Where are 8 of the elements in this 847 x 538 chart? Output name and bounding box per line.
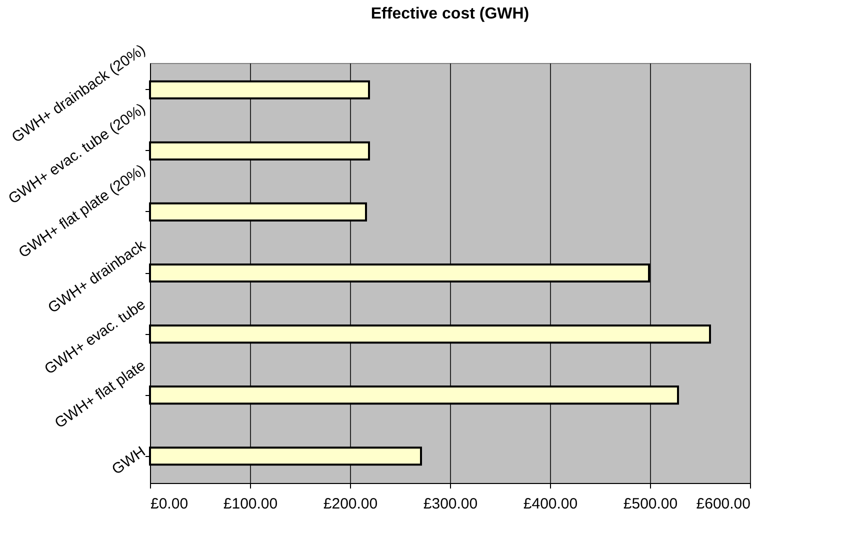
chart-title: Effective cost (GWH) [370,6,530,23]
x-tick-label: £500.00 [623,496,678,512]
x-tick-label: £200.00 [323,496,378,512]
x-tick-label: £0.00 [150,496,188,512]
x-tick-label: £400.00 [523,496,578,512]
x-tick-label: £300.00 [423,496,478,512]
x-tick-label: £600.00 [696,496,750,512]
x-tick-label: £100.00 [223,496,278,512]
